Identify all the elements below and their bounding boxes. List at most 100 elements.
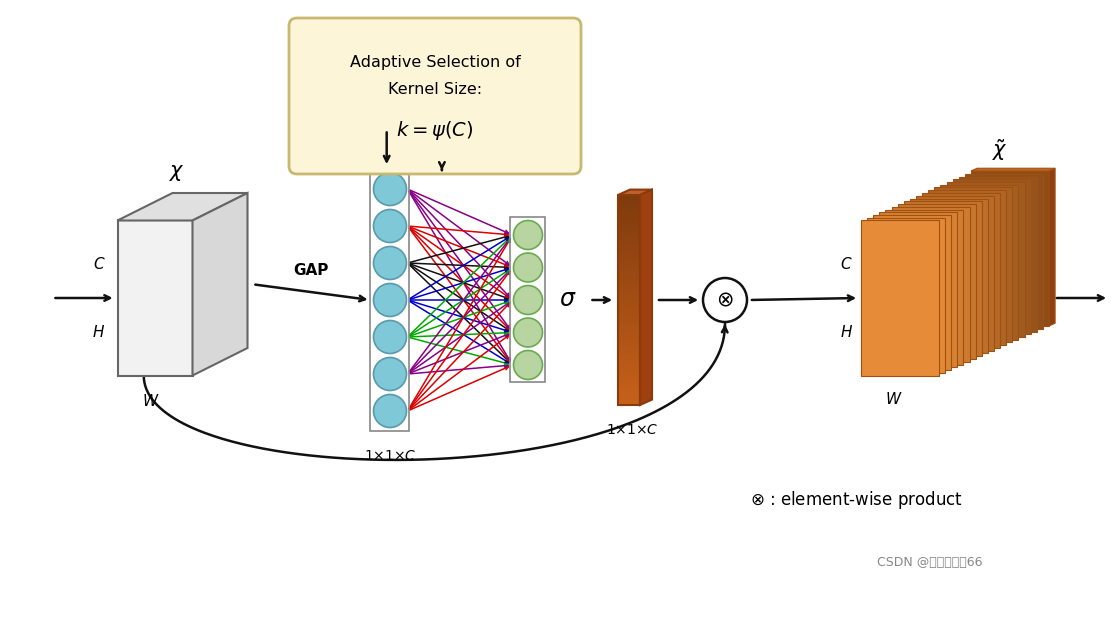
- Text: Kernel Size:: Kernel Size:: [388, 82, 482, 96]
- Circle shape: [373, 357, 407, 391]
- Polygon shape: [618, 329, 639, 331]
- Polygon shape: [618, 368, 639, 371]
- Text: $1{\times}1{\times}C$: $1{\times}1{\times}C$: [363, 449, 416, 464]
- Polygon shape: [618, 190, 652, 195]
- Text: $C$: $C$: [93, 256, 105, 272]
- Polygon shape: [959, 177, 1036, 331]
- Polygon shape: [903, 201, 982, 356]
- Polygon shape: [618, 373, 639, 376]
- Circle shape: [373, 284, 407, 316]
- Polygon shape: [618, 345, 639, 347]
- Polygon shape: [618, 203, 639, 206]
- Polygon shape: [618, 229, 639, 232]
- Polygon shape: [618, 232, 639, 234]
- Text: $\otimes$ : element-wise product: $\otimes$ : element-wise product: [750, 489, 963, 511]
- Text: $\tilde{\chi}$: $\tilde{\chi}$: [992, 137, 1008, 163]
- Polygon shape: [618, 379, 639, 381]
- Polygon shape: [868, 218, 945, 373]
- Polygon shape: [618, 195, 639, 198]
- Polygon shape: [898, 204, 976, 359]
- Polygon shape: [618, 253, 639, 255]
- Polygon shape: [618, 245, 639, 247]
- Polygon shape: [618, 303, 639, 305]
- Circle shape: [373, 172, 407, 206]
- Polygon shape: [618, 227, 639, 229]
- Polygon shape: [618, 321, 639, 324]
- Polygon shape: [618, 263, 639, 266]
- Polygon shape: [618, 360, 639, 363]
- Polygon shape: [885, 210, 964, 365]
- Polygon shape: [618, 247, 639, 250]
- Circle shape: [513, 221, 542, 250]
- Polygon shape: [618, 266, 639, 268]
- Polygon shape: [618, 289, 639, 292]
- Polygon shape: [618, 371, 639, 373]
- Circle shape: [513, 350, 542, 379]
- Polygon shape: [618, 337, 639, 339]
- Text: GAP: GAP: [293, 263, 329, 278]
- Polygon shape: [618, 402, 639, 405]
- Polygon shape: [916, 196, 994, 351]
- Polygon shape: [618, 392, 639, 394]
- Text: $H$: $H$: [840, 324, 853, 340]
- Polygon shape: [618, 268, 639, 271]
- Text: $\sigma$: $\sigma$: [559, 289, 576, 311]
- Polygon shape: [618, 295, 639, 297]
- Polygon shape: [618, 276, 639, 279]
- Polygon shape: [618, 326, 639, 329]
- Polygon shape: [953, 179, 1031, 334]
- Polygon shape: [618, 224, 639, 227]
- Polygon shape: [618, 316, 639, 318]
- Text: $k = \psi(C)$: $k = \psi(C)$: [397, 119, 474, 143]
- Text: $W$: $W$: [885, 391, 902, 407]
- Polygon shape: [873, 215, 951, 370]
- Polygon shape: [192, 193, 247, 376]
- Polygon shape: [861, 221, 939, 376]
- Polygon shape: [618, 258, 639, 261]
- Polygon shape: [117, 221, 192, 376]
- Circle shape: [513, 286, 542, 315]
- Polygon shape: [618, 355, 639, 358]
- Polygon shape: [618, 242, 639, 245]
- Polygon shape: [618, 358, 639, 360]
- Text: Adaptive Selection of: Adaptive Selection of: [350, 55, 520, 70]
- Polygon shape: [618, 297, 639, 300]
- Polygon shape: [618, 331, 639, 334]
- Text: $C$: $C$: [841, 256, 853, 272]
- Polygon shape: [618, 308, 639, 310]
- Text: $1{\times}1{\times}C$: $1{\times}1{\times}C$: [606, 423, 659, 437]
- Polygon shape: [618, 387, 639, 389]
- Polygon shape: [618, 213, 639, 216]
- Polygon shape: [618, 279, 639, 282]
- Text: $k = 5$: $k = 5$: [472, 125, 512, 143]
- Circle shape: [513, 318, 542, 347]
- Polygon shape: [928, 190, 1006, 345]
- Circle shape: [373, 210, 407, 242]
- Circle shape: [373, 321, 407, 353]
- Polygon shape: [618, 261, 639, 263]
- Polygon shape: [1049, 168, 1055, 326]
- Polygon shape: [618, 334, 639, 337]
- Text: $\otimes$: $\otimes$: [717, 290, 733, 310]
- Text: $H$: $H$: [93, 324, 105, 340]
- Polygon shape: [922, 193, 1001, 348]
- Polygon shape: [639, 190, 652, 405]
- Polygon shape: [935, 187, 1012, 342]
- Polygon shape: [618, 350, 639, 352]
- Polygon shape: [891, 207, 969, 362]
- Polygon shape: [940, 185, 1018, 340]
- Circle shape: [513, 253, 542, 282]
- Bar: [511, 218, 546, 383]
- Polygon shape: [618, 292, 639, 295]
- Polygon shape: [965, 174, 1043, 329]
- Polygon shape: [618, 313, 639, 316]
- Polygon shape: [618, 389, 639, 392]
- Polygon shape: [618, 363, 639, 366]
- Polygon shape: [618, 342, 639, 345]
- Polygon shape: [910, 198, 988, 353]
- Polygon shape: [618, 352, 639, 355]
- Polygon shape: [618, 211, 639, 213]
- FancyBboxPatch shape: [288, 18, 581, 174]
- Polygon shape: [618, 347, 639, 350]
- Polygon shape: [618, 324, 639, 326]
